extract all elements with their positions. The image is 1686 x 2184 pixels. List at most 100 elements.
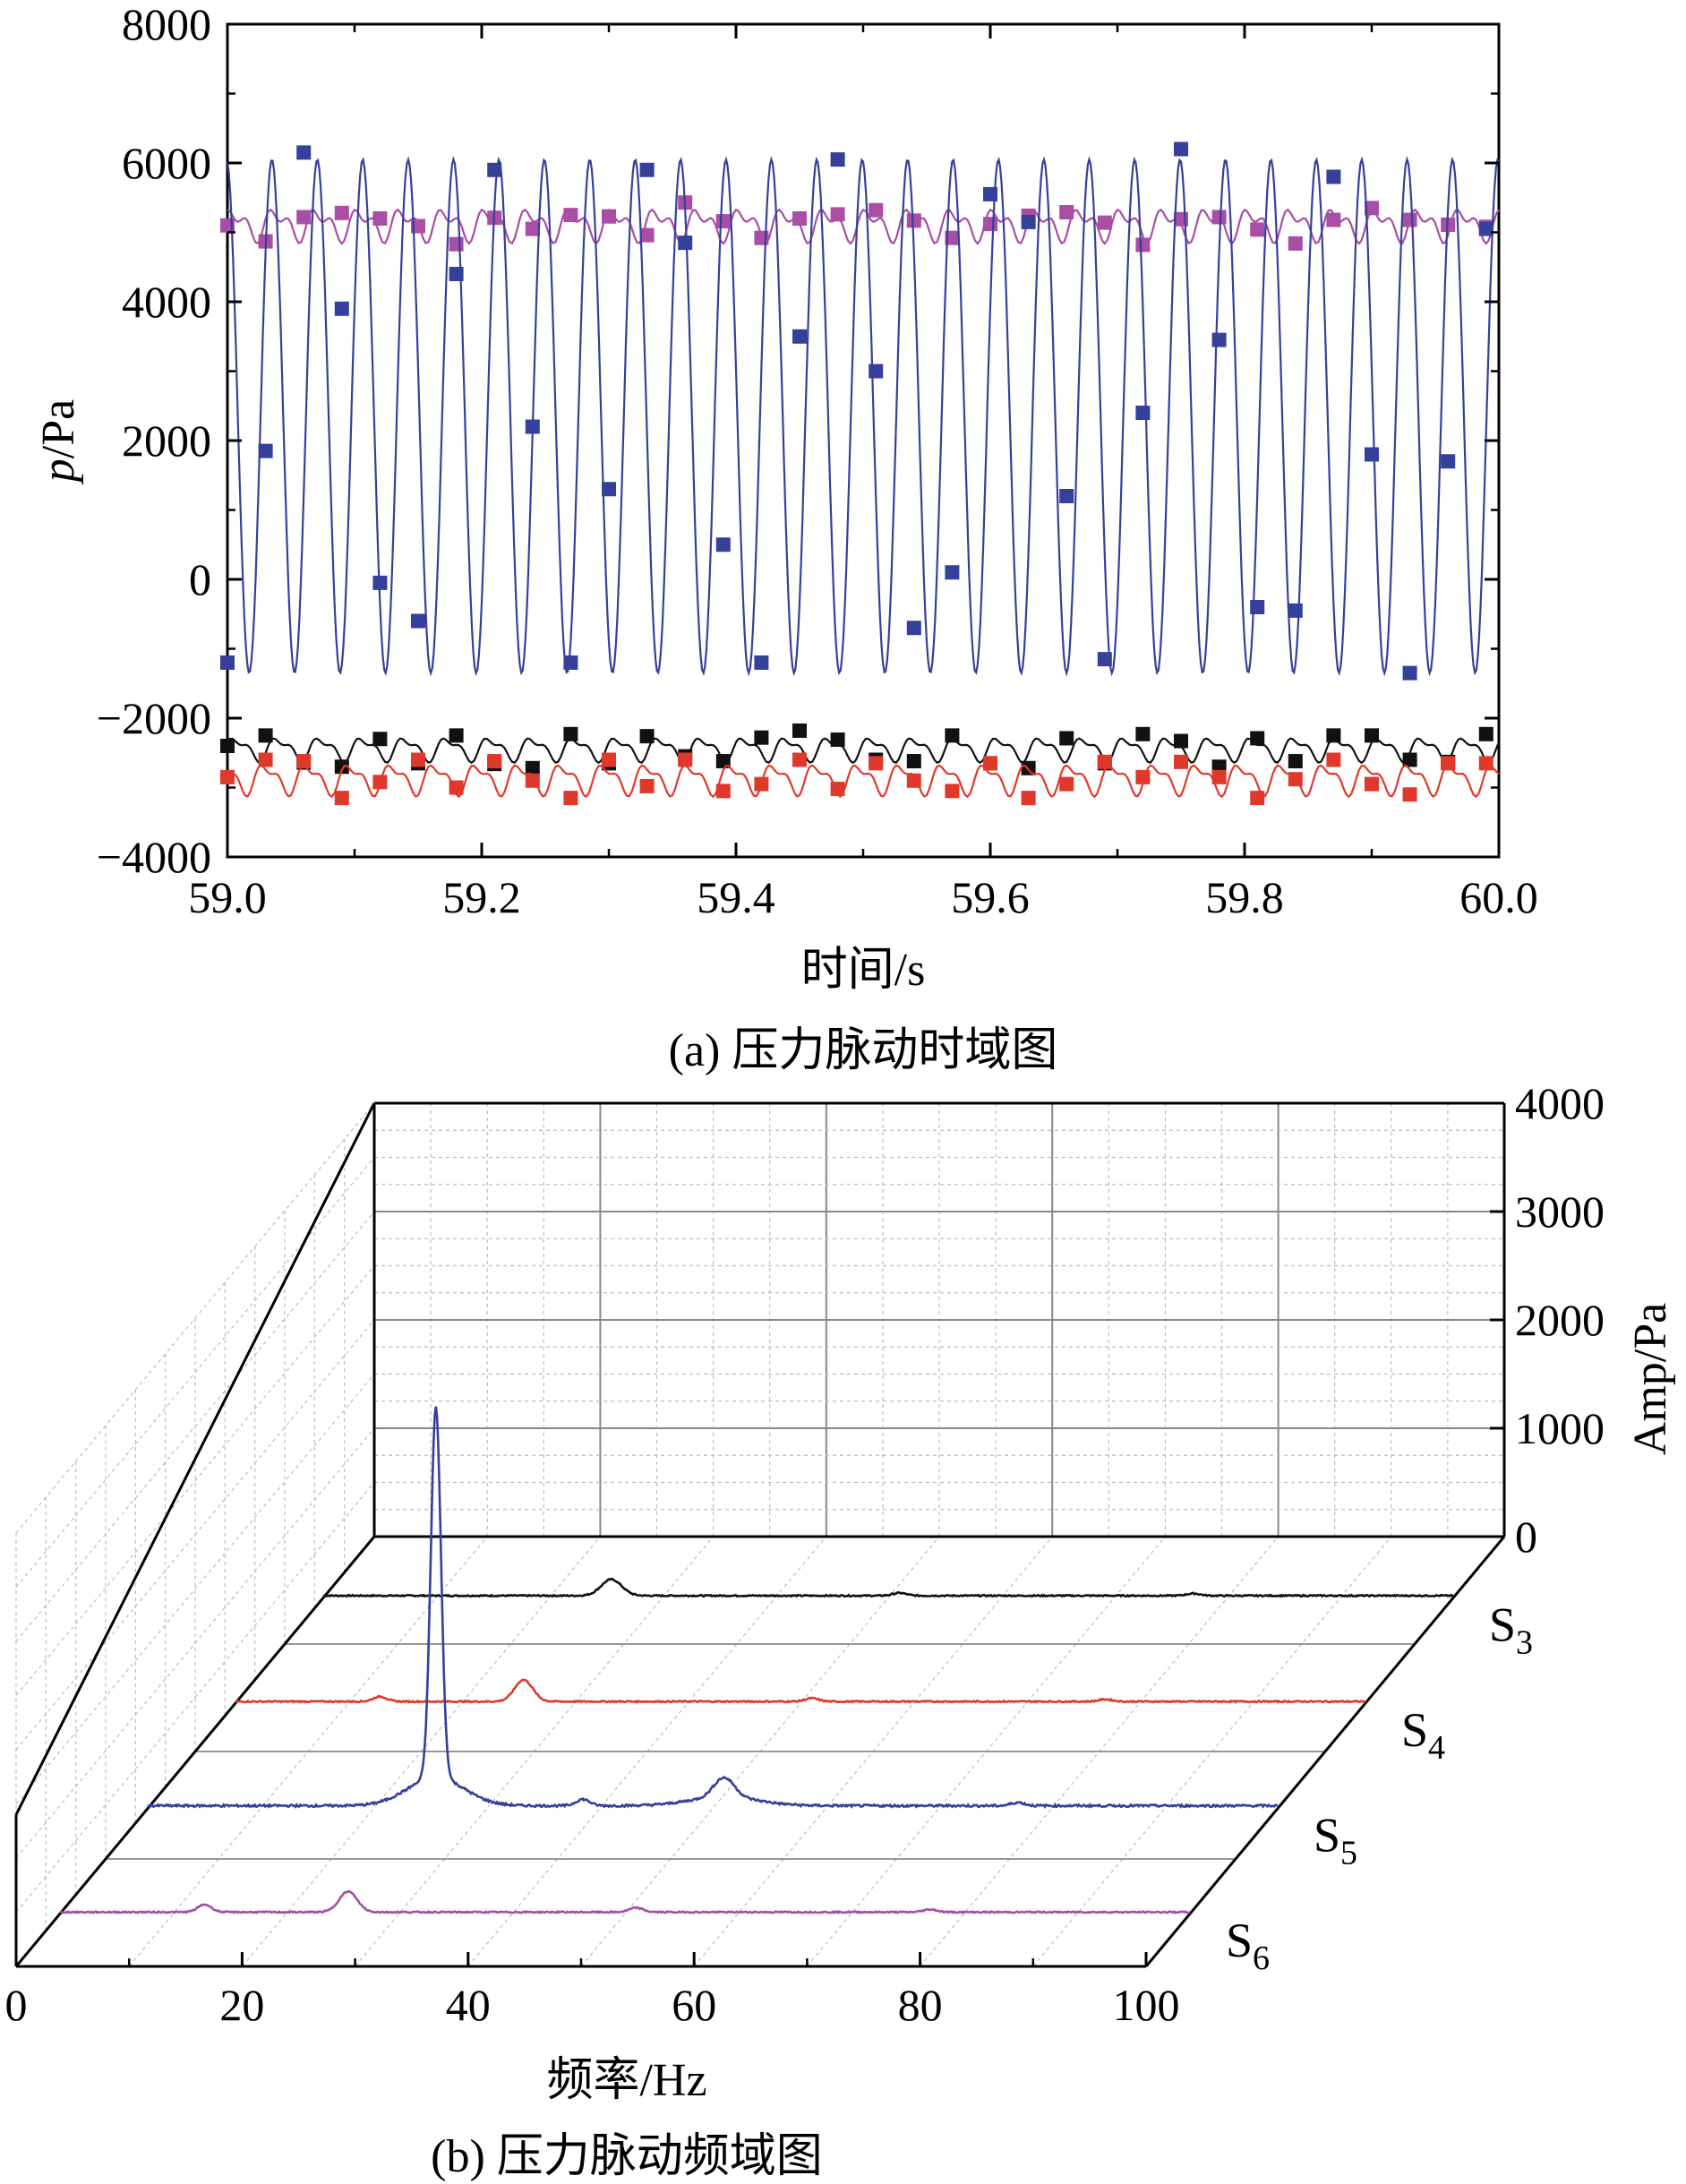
marker-S5	[411, 613, 425, 629]
marker-S4	[869, 756, 884, 771]
marker-S4	[602, 752, 616, 767]
marker-S4	[449, 780, 464, 795]
series-label: S4	[1401, 1703, 1445, 1767]
marker-S5	[1402, 665, 1417, 681]
x-tick-label: 59.0	[188, 872, 267, 922]
y-tick-label: 8000	[122, 0, 211, 49]
marker-S5	[1365, 447, 1379, 462]
marker-S3	[792, 723, 807, 738]
marker-S4	[258, 752, 273, 767]
marker-S4	[1059, 776, 1074, 792]
marker-S6	[449, 236, 464, 252]
marker-S4	[220, 769, 235, 784]
z-axis-label: Amp/Pa	[1625, 1303, 1676, 1455]
series-S4	[220, 752, 1500, 806]
series-S3	[220, 723, 1501, 775]
y-tick-label: 4000	[122, 277, 211, 327]
side-wall-depth-gridline	[15, 1482, 375, 1913]
frame-edge	[14, 1536, 376, 1967]
marker-S6	[983, 217, 997, 232]
amp-tick-label: 0	[1515, 1512, 1537, 1562]
caption-b: (b) 压力脉动频域图	[431, 2131, 823, 2182]
marker-S5	[563, 655, 578, 670]
marker-S3	[258, 728, 273, 743]
marker-S5	[487, 162, 502, 177]
marker-S6	[1365, 201, 1379, 216]
frame-edge	[14, 1102, 376, 1816]
spectrum-line-S6	[59, 1889, 1191, 1914]
series-label-letter: S	[1489, 1597, 1516, 1651]
frequency-axis-label: 频率/Hz	[546, 2055, 706, 2106]
marker-S6	[639, 227, 655, 243]
marker-S6	[525, 221, 540, 236]
amplitude-ticks: 0 1000 2000 3000 4000	[1490, 1078, 1605, 1562]
marker-S3	[563, 726, 578, 741]
freq-tick-label: 20	[219, 1980, 264, 2030]
marker-S6	[372, 211, 388, 226]
frame-edge	[1144, 1536, 1506, 1967]
marker-S4	[1021, 791, 1036, 806]
y-axis-label-symbol: p	[33, 458, 84, 485]
marker-S6	[296, 210, 312, 225]
marker-S3	[525, 760, 540, 775]
marker-S3	[372, 732, 388, 747]
marker-S4	[715, 784, 731, 799]
marker-S6	[906, 213, 921, 228]
marker-S4	[1402, 787, 1417, 802]
marker-S6	[869, 202, 884, 218]
freq-tick-label: 100	[1113, 1980, 1180, 2030]
marker-S3	[1365, 728, 1379, 743]
marker-S3	[449, 728, 464, 743]
marker-S4	[1174, 754, 1188, 769]
marker-S4	[1250, 791, 1265, 806]
side-wall-depth-gridline	[15, 1102, 375, 1534]
freq-tick-label: 40	[446, 1980, 491, 2030]
marker-S6	[1250, 222, 1265, 237]
marker-S5	[1135, 406, 1151, 420]
series-line-S4	[227, 764, 1500, 799]
marker-S5	[945, 565, 960, 580]
waterfall-frame	[14, 1101, 1506, 1968]
y-tick-label: 6000	[122, 138, 211, 188]
marker-S5	[258, 443, 273, 458]
marker-S6	[1059, 205, 1074, 220]
side-wall-depth-gridline	[15, 1157, 375, 1588]
series-label-subscript: 5	[1340, 1835, 1357, 1872]
marker-S4	[487, 754, 502, 769]
marker-S6	[830, 207, 845, 222]
marker-S6	[1402, 212, 1417, 227]
marker-S4	[1365, 776, 1379, 792]
marker-S5	[1059, 489, 1074, 503]
marker-S4	[1441, 756, 1456, 771]
y-tick-label: 2000	[122, 415, 211, 466]
marker-S6	[1326, 212, 1341, 227]
marker-S6	[563, 208, 578, 223]
y-axis-label: p/Pa	[33, 399, 84, 485]
marker-S4	[1478, 756, 1493, 771]
marker-S3	[754, 730, 769, 745]
marker-S3	[1250, 731, 1265, 746]
marker-S3	[639, 729, 655, 744]
time-domain-chart: 8000 6000 4000 2000 0 −2000 −4000 59.0 59.2 59.4…	[33, 0, 1538, 1076]
marker-S5	[296, 145, 312, 160]
marker-S6	[1135, 237, 1151, 253]
amp-tick-label: 2000	[1515, 1295, 1605, 1345]
marker-S5	[792, 329, 807, 344]
spectrum-series-group	[59, 1406, 1454, 1914]
marker-S6	[334, 205, 349, 220]
marker-S3	[1478, 726, 1493, 741]
series-S5	[220, 141, 1500, 681]
marker-S5	[1326, 169, 1341, 184]
marker-S5	[754, 655, 769, 670]
marker-S4	[1288, 772, 1303, 787]
series-label: S3	[1489, 1597, 1533, 1661]
series-label-letter: S	[1401, 1703, 1428, 1757]
marker-S4	[296, 754, 312, 769]
marker-S5	[602, 482, 616, 497]
marker-S4	[563, 791, 578, 806]
spectrum-line-S5	[147, 1406, 1279, 1810]
y-tick-label: −2000	[97, 693, 211, 743]
marker-S5	[1250, 600, 1265, 614]
x-tick-label: 59.4	[697, 872, 775, 922]
